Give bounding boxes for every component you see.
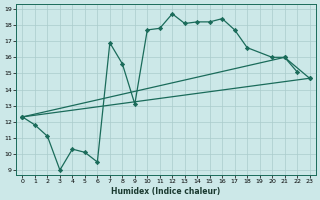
X-axis label: Humidex (Indice chaleur): Humidex (Indice chaleur): [111, 187, 221, 196]
